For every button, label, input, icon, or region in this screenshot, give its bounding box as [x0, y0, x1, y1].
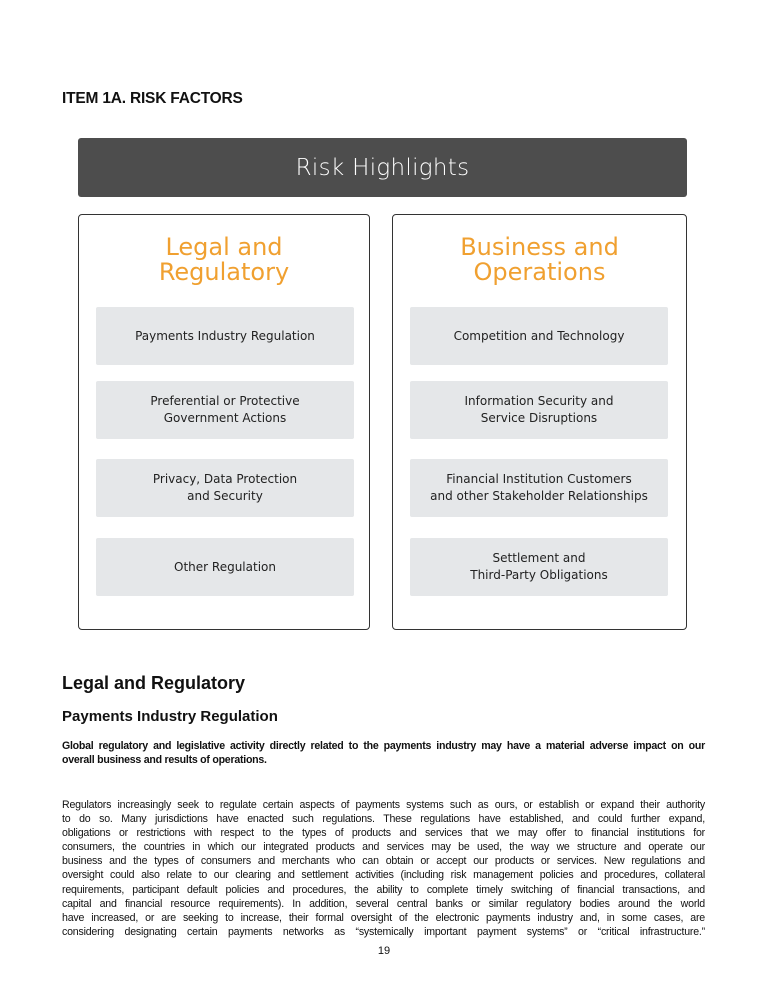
- text-line: overall business and results of operatio…: [62, 754, 267, 767]
- column-heading: Legal and Regulatory: [158, 233, 290, 286]
- text-line: Regulators increasingly seek to regulate…: [62, 799, 705, 811]
- risk-item: Privacy, Data Protection and Security: [96, 459, 354, 517]
- text-line: have increased, or are seeking to increa…: [62, 911, 705, 924]
- text-line: considering designating certain payments…: [62, 925, 705, 938]
- risk-item: Financial Institution Customers and othe…: [410, 459, 668, 517]
- risk-highlights-banner: Risk Highlights: [78, 138, 687, 197]
- business-operations-column: Business and Operations Competition and …: [392, 214, 687, 630]
- risk-item: Payments Industry Regulation: [96, 307, 354, 365]
- section-heading: Legal and Regulatory: [62, 673, 246, 693]
- text-line: Global regulatory and legislative activi…: [62, 740, 705, 752]
- text-line: consumers, the countries in which our in…: [62, 841, 705, 854]
- subsection-heading: Payments Industry Regulation: [62, 708, 278, 725]
- risk-summary-paragraph: Global regulatory and legislative activi…: [62, 739, 705, 767]
- text-line: requirements, participant default polici…: [62, 883, 705, 896]
- risk-item: Settlement and Third-Party Obligations: [410, 538, 668, 596]
- item-title: ITEM 1A. RISK FACTORS: [62, 90, 243, 107]
- text-line: capital and financial resource requireme…: [62, 897, 705, 910]
- text-line: to do so. Many jurisdictions have enacte…: [62, 813, 705, 826]
- risk-item: Competition and Technology: [410, 307, 668, 365]
- page-number: 19: [377, 945, 391, 957]
- text-line: oversight could also relate to our clear…: [62, 869, 705, 882]
- text-line: obligations or restrictions with respect…: [62, 827, 705, 840]
- legal-regulatory-column: Legal and Regulatory Payments Industry R…: [78, 214, 370, 630]
- risk-item: Information Security and Service Disrupt…: [410, 381, 668, 439]
- column-heading: Business and Operations: [460, 233, 619, 286]
- body-paragraph: Regulators increasingly seek to regulate…: [62, 798, 705, 939]
- risk-item: Preferential or Protective Government Ac…: [96, 381, 354, 439]
- text-line: business and the types of consumers and …: [62, 855, 705, 868]
- risk-item: Other Regulation: [96, 538, 354, 596]
